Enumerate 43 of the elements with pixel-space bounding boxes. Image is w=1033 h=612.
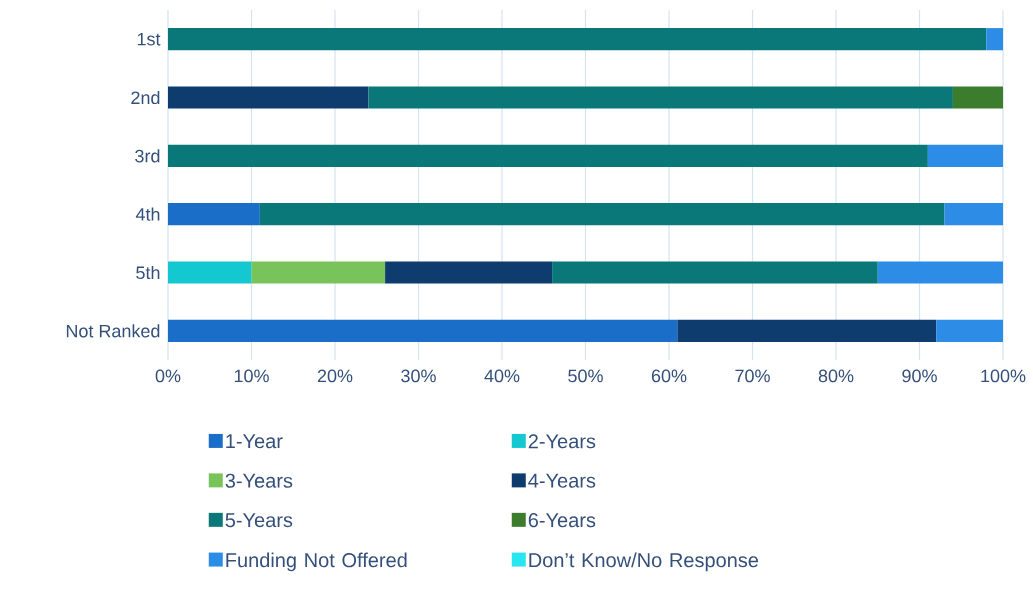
x-tick-label: 60% xyxy=(651,369,687,383)
legend-label: Don’t Know/No Response xyxy=(529,552,759,572)
bar xyxy=(168,144,928,167)
bar xyxy=(168,86,369,109)
y-tick-label: 1st xyxy=(137,32,161,46)
bar xyxy=(877,261,1004,284)
x-tick-label: 100% xyxy=(981,369,1026,383)
bar xyxy=(168,28,987,51)
bar xyxy=(259,203,945,226)
x-tick-label: 0% xyxy=(155,369,181,383)
legend-label: 1-Year xyxy=(226,434,283,449)
x-tick-label: 70% xyxy=(735,369,770,383)
bar xyxy=(385,261,553,284)
bar xyxy=(677,319,937,342)
y-tick-label: 3rd xyxy=(135,149,160,163)
bar xyxy=(944,203,1004,226)
y-tick-label: Not Ranked xyxy=(66,324,160,338)
legend-label: 5-Years xyxy=(225,513,293,528)
x-tick-label: 50% xyxy=(568,369,603,383)
bar xyxy=(368,86,953,109)
y-tick-label: 2nd xyxy=(131,90,160,105)
bar xyxy=(936,319,1004,342)
x-tick-label: 40% xyxy=(484,369,520,383)
legend-label: 4-Years xyxy=(528,473,596,488)
legend-label: 3-Years xyxy=(225,473,293,488)
bar xyxy=(927,144,1004,167)
x-tick-label: 10% xyxy=(234,369,269,383)
legend-label: 6-Years xyxy=(528,513,596,528)
x-tick-label: 80% xyxy=(818,369,854,383)
bar xyxy=(168,203,260,226)
legend-label: 2-Years xyxy=(528,434,596,449)
bar xyxy=(952,86,1004,109)
bar xyxy=(251,261,386,284)
y-tick-label: 5th xyxy=(136,265,160,280)
y-tick-label: 4th xyxy=(135,207,160,221)
bar xyxy=(986,28,1004,51)
bar xyxy=(552,261,878,284)
bar xyxy=(168,261,252,284)
bar xyxy=(168,319,678,342)
legend-label: Funding Not Offered xyxy=(226,552,407,572)
x-tick-label: 30% xyxy=(401,369,436,383)
x-tick-label: 20% xyxy=(317,369,353,383)
x-tick-label: 90% xyxy=(902,369,937,383)
